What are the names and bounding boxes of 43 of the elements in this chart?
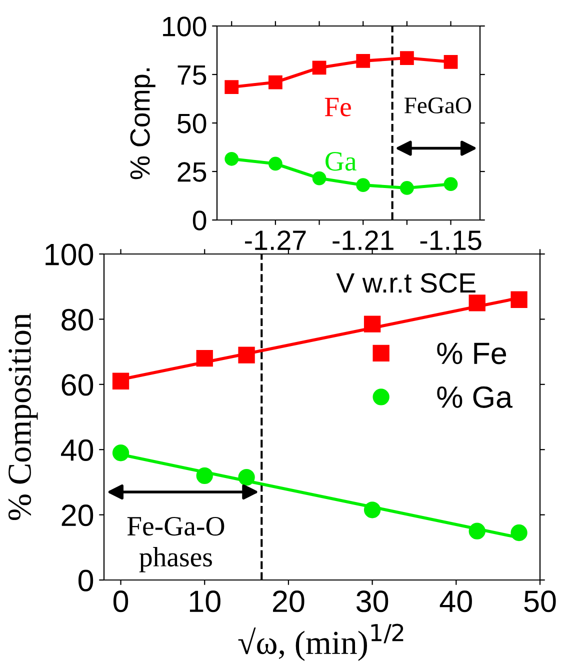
point — [268, 156, 282, 171]
legend-label: % Ga — [437, 386, 512, 408]
y-tick-label: 80 — [62, 308, 94, 331]
point — [268, 75, 282, 90]
point — [510, 291, 528, 308]
x-tick-label: 40 — [440, 590, 472, 612]
x-axis-title: √ω, (min)$^{1/2}$ — [238, 624, 404, 661]
point — [356, 54, 370, 68]
x-tick-label: 20 — [273, 590, 304, 612]
annotation: Fe — [324, 98, 351, 116]
x-tick-label: 30 — [356, 590, 388, 612]
point — [444, 177, 458, 192]
point — [312, 171, 326, 186]
point — [356, 178, 370, 192]
y-axis-title: % Comp. — [130, 68, 156, 180]
annotation: Ga — [326, 152, 356, 171]
x-tick-label: -1.15 — [420, 230, 482, 250]
y-tick-label: 50 — [177, 114, 206, 134]
y-tick-label: 75 — [178, 65, 206, 85]
y-tick-label: 0 — [78, 570, 94, 592]
legend-label: % Fe — [437, 342, 506, 364]
x-axis-title: V w.r.t SCE — [336, 273, 476, 293]
y-tick-label: 0 — [192, 210, 206, 230]
point — [400, 181, 414, 195]
point — [444, 54, 458, 69]
y-tick-label: 20 — [62, 504, 94, 526]
annotation: FeGaO — [404, 98, 472, 114]
x-tick-label: -1.21 — [332, 230, 394, 250]
point — [400, 51, 414, 65]
annotation: Fe-Ga-O phases — [127, 516, 224, 572]
point — [312, 60, 326, 75]
y-tick-label: 60 — [62, 374, 94, 396]
y-tick-label: 40 — [60, 439, 94, 461]
x-tick-label: 0 — [113, 590, 128, 612]
point — [224, 152, 239, 166]
y-tick-label: 100 — [46, 244, 94, 266]
x-tick-label: -1.27 — [245, 230, 306, 250]
y-tick-label: 25 — [178, 162, 206, 182]
y-tick-label: 100 — [163, 16, 206, 36]
x-tick-label: 50 — [524, 590, 556, 612]
y-axis-title: % Composition — [8, 313, 38, 520]
point — [224, 80, 239, 94]
x-tick-label: 10 — [190, 590, 220, 612]
